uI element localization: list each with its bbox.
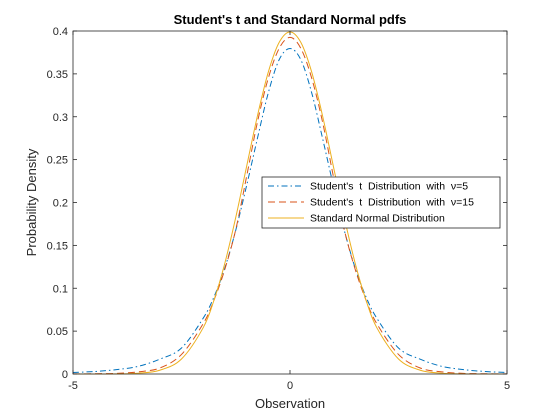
y-tick-label: 0.3: [53, 112, 68, 124]
plot-frame: [72, 30, 508, 375]
series-line-1: [72, 47, 508, 373]
chart-title: Student's t and Standard Normal pdfs: [174, 12, 407, 27]
legend-items: Student's t Distribution with ν=5 Student…: [268, 181, 474, 225]
x-tick-label: 5: [504, 380, 510, 392]
x-axis-label: Observation: [255, 396, 325, 411]
y-tick-label: 0.15: [47, 240, 68, 252]
series-line-2: [72, 36, 508, 375]
y-tick-label: 0.05: [47, 326, 68, 338]
legend-label-3: Standard Normal Distribution: [310, 213, 445, 225]
y-tick-label: 0.2: [53, 198, 68, 210]
legend-label-1: Student's t Distribution with ν=5: [310, 181, 468, 193]
y-tick-label: 0.25: [47, 155, 68, 167]
x-tick-label: 0: [287, 380, 293, 392]
y-axis-label: Probability Density: [24, 148, 39, 256]
y-tick-label: 0.1: [53, 283, 68, 295]
y-tick-label: 0: [62, 369, 68, 381]
legend-label-2: Student's t Distribution with ν=15: [310, 197, 474, 209]
x-tick-label: -5: [68, 380, 78, 392]
y-tick-label: 0.4: [53, 26, 68, 38]
y-tick-label: 0.35: [47, 69, 68, 81]
ticks-layer: -5 0 500.050.10.150.20.250.30.350.4: [47, 26, 510, 392]
legend: Student's t Distribution with ν=5 Student…: [261, 176, 501, 229]
